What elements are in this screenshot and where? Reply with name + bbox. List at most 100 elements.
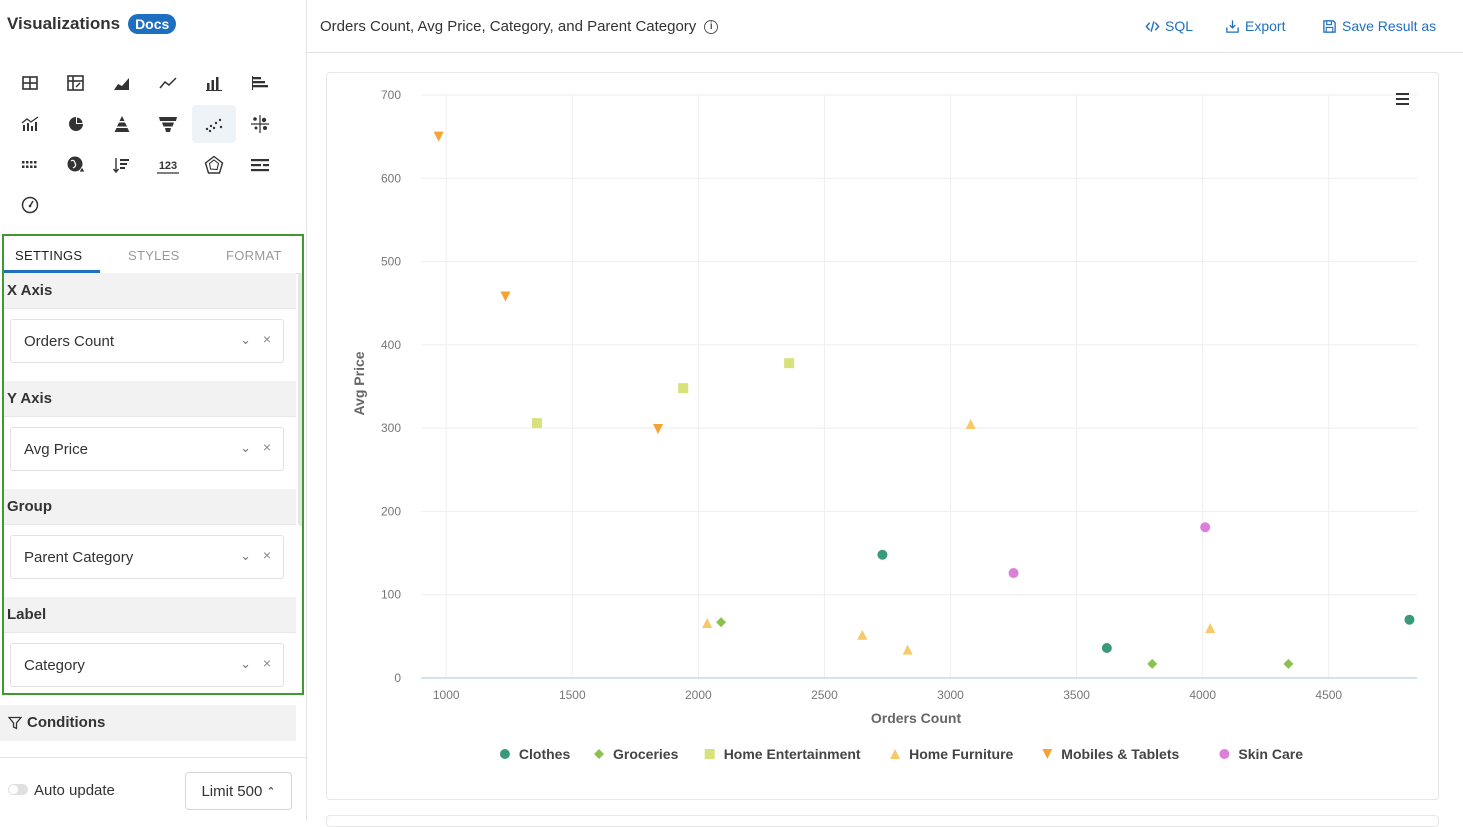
settings-tabs: SETTINGS STYLES FORMAT <box>4 236 302 274</box>
legend-marker[interactable] <box>704 749 715 759</box>
data-point[interactable] <box>653 423 664 434</box>
x-axis-select[interactable]: Orders Count ⌄ × <box>10 319 284 363</box>
number-icon-text: 123 <box>159 160 177 172</box>
legend-item[interactable]: Skin Care <box>1238 746 1303 762</box>
data-point[interactable] <box>531 418 542 429</box>
info-icon[interactable]: i <box>704 19 719 34</box>
data-point[interactable] <box>1200 522 1211 533</box>
pie-chart-icon[interactable] <box>54 105 98 143</box>
y-axis-select[interactable]: Avg Price ⌄ × <box>10 427 284 471</box>
data-point[interactable] <box>877 549 888 560</box>
legend-item[interactable]: Mobiles & Tablets <box>1061 746 1179 762</box>
heatmap-icon[interactable] <box>8 146 52 184</box>
data-point[interactable] <box>500 291 511 302</box>
chevron-down-icon[interactable]: ⌄ <box>240 656 251 671</box>
chevron-down-icon[interactable]: ⌄ <box>240 440 251 455</box>
settings-scrollbar[interactable] <box>298 273 302 526</box>
table-icon[interactable] <box>8 64 52 102</box>
chart-card: 0 100 200 300 400 500 600 700 1000 1500 2000 2500 30… <box>326 72 1439 800</box>
save-icon <box>1323 19 1336 33</box>
clear-icon[interactable]: × <box>262 655 271 671</box>
map-icon[interactable] <box>54 146 98 184</box>
clear-icon[interactable]: × <box>262 439 271 455</box>
auto-update-toggle[interactable] <box>8 784 28 795</box>
column-chart-icon[interactable] <box>192 64 236 102</box>
limit-button[interactable]: Limit 500 ⌃ <box>185 772 292 810</box>
data-point[interactable] <box>965 418 976 429</box>
legend-marker[interactable] <box>890 749 901 759</box>
visualizations-header: Visualizations Docs <box>7 14 177 34</box>
tab-settings[interactable]: SETTINGS <box>15 248 83 263</box>
bubble-chart-icon[interactable] <box>238 105 282 143</box>
data-point[interactable] <box>1101 643 1112 654</box>
area-chart-icon[interactable] <box>100 64 144 102</box>
conditions-header[interactable]: Conditions <box>0 705 296 741</box>
line-chart-icon[interactable] <box>146 64 190 102</box>
data-point[interactable] <box>1404 614 1415 625</box>
x-tick-label: 3500 <box>1063 688 1090 702</box>
legend-item[interactable]: Groceries <box>613 746 679 762</box>
y-tick-label: 0 <box>394 671 401 685</box>
data-point[interactable] <box>1205 623 1216 634</box>
label-value: Category <box>24 657 85 674</box>
funnel-chart-icon[interactable] <box>146 105 190 143</box>
conditions-label: Conditions <box>27 714 106 731</box>
number-icon[interactable]: 123 <box>146 146 190 184</box>
label-header: Label <box>4 597 296 633</box>
data-point[interactable] <box>702 618 713 629</box>
docs-badge[interactable]: Docs <box>128 14 177 34</box>
download-icon <box>1226 19 1239 33</box>
save-result-button[interactable]: Save Result as <box>1322 18 1436 34</box>
sorted-bar-icon[interactable] <box>100 146 144 184</box>
legend-marker[interactable] <box>1042 749 1053 759</box>
y-tick-label: 100 <box>381 588 401 602</box>
pivot-table-icon[interactable] <box>54 64 98 102</box>
clear-icon[interactable]: × <box>262 331 271 347</box>
sql-button[interactable]: SQL <box>1145 18 1193 34</box>
legend-marker[interactable] <box>499 749 510 759</box>
gantt-chart-icon[interactable] <box>238 146 282 184</box>
group-select[interactable]: Parent Category ⌄ × <box>10 535 284 579</box>
active-tab-indicator <box>4 270 100 273</box>
export-button[interactable]: Export <box>1225 18 1285 34</box>
x-tick-label: 2000 <box>685 688 712 702</box>
legend-marker[interactable] <box>594 749 604 759</box>
visualizations-panel: Visualizations Docs <box>0 0 307 821</box>
x-tick-label: 1000 <box>433 688 460 702</box>
x-tick-label: 2500 <box>811 688 838 702</box>
legend-marker[interactable] <box>1219 749 1230 759</box>
legend-item[interactable]: Home Furniture <box>909 746 1013 762</box>
pyramid-chart-icon[interactable] <box>100 105 144 143</box>
data-point[interactable] <box>1008 568 1019 579</box>
data-point[interactable] <box>433 131 444 142</box>
data-point[interactable] <box>1147 658 1158 669</box>
legend-item[interactable]: Clothes <box>519 746 571 762</box>
data-point[interactable] <box>716 617 727 628</box>
bar-chart-icon[interactable] <box>238 64 282 102</box>
data-point[interactable] <box>1283 658 1294 669</box>
auto-update-label: Auto update <box>34 782 115 799</box>
tab-styles[interactable]: STYLES <box>128 248 180 263</box>
chevron-down-icon[interactable]: ⌄ <box>240 332 251 347</box>
label-select[interactable]: Category ⌄ × <box>10 643 284 687</box>
y-tick-label: 300 <box>381 421 401 435</box>
x-tick-label: 1500 <box>559 688 586 702</box>
hamburger-menu-icon[interactable] <box>1396 93 1410 105</box>
tab-format[interactable]: FORMAT <box>226 248 282 263</box>
x-tick-label: 4000 <box>1189 688 1216 702</box>
y-tick-label: 400 <box>381 338 401 352</box>
gauge-icon[interactable] <box>8 185 52 223</box>
data-point[interactable] <box>902 644 913 655</box>
data-point[interactable] <box>678 383 689 394</box>
group-header: Group <box>4 489 296 525</box>
data-point[interactable] <box>857 629 868 640</box>
scatter-chart-icon[interactable] <box>192 105 236 143</box>
clear-icon[interactable]: × <box>262 547 271 563</box>
save-result-label: Save Result as <box>1342 18 1437 34</box>
radar-chart-icon[interactable] <box>192 146 236 184</box>
combo-chart-icon[interactable] <box>8 105 52 143</box>
data-point[interactable] <box>784 358 795 369</box>
legend-item[interactable]: Home Entertainment <box>724 746 861 762</box>
y-tick-label: 600 <box>381 171 401 185</box>
chevron-down-icon[interactable]: ⌄ <box>240 548 251 563</box>
